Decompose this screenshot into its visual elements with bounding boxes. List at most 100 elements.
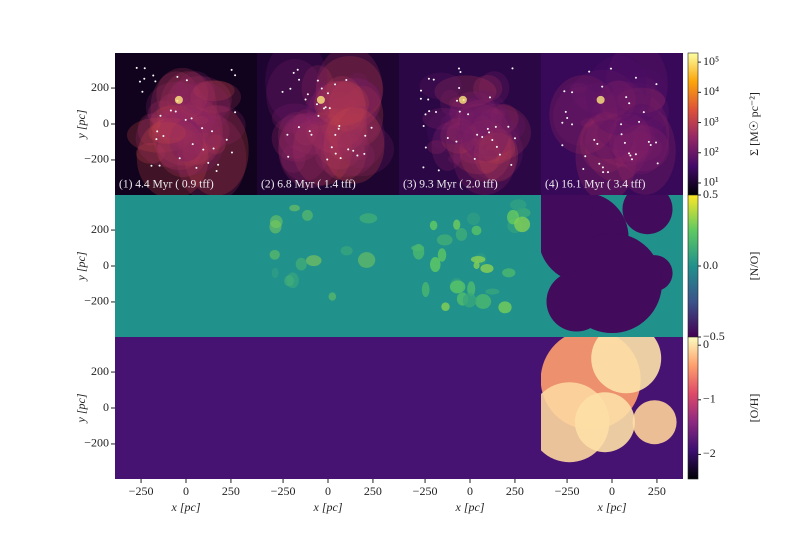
gas-structure — [183, 105, 249, 195]
star — [435, 111, 438, 114]
star — [428, 110, 431, 113]
y-tick-label: 200 — [91, 80, 109, 94]
star — [602, 171, 605, 174]
enriched-blob — [429, 220, 438, 231]
background — [115, 195, 257, 337]
gas-structure — [592, 111, 655, 167]
gas-structure — [623, 69, 667, 118]
gas-structure — [584, 107, 649, 182]
gas-structure — [613, 124, 670, 172]
gas-structure — [156, 93, 187, 137]
star — [476, 133, 479, 136]
background — [541, 53, 683, 195]
panel-image — [541, 53, 683, 195]
y-axis-label: y [pc] — [74, 393, 88, 423]
star — [234, 111, 237, 114]
enriched-blob — [502, 268, 516, 278]
gas-structure — [135, 142, 166, 164]
star — [310, 133, 313, 136]
star — [296, 68, 299, 71]
star — [481, 136, 484, 139]
panel-image — [115, 195, 257, 337]
enriched-blob — [359, 213, 378, 224]
gas-structure — [265, 53, 328, 125]
star — [488, 96, 491, 99]
gas-structure — [590, 94, 638, 149]
star — [190, 117, 193, 120]
core — [316, 95, 325, 104]
gas-structure — [336, 105, 385, 169]
gas-structure — [149, 105, 199, 141]
gas-structure — [166, 76, 232, 124]
star — [143, 77, 146, 80]
colorbar-tick-label: 0 — [703, 337, 709, 351]
x-tick-label: 0 — [467, 484, 473, 498]
x-tick-label: −250 — [271, 484, 296, 498]
gas-structure — [189, 144, 203, 163]
x-tick-label: 250 — [222, 484, 240, 498]
enriched-blob — [470, 255, 486, 263]
core — [596, 95, 605, 104]
star — [620, 133, 623, 136]
colorbar-label: [N/O] — [747, 252, 761, 281]
star — [420, 89, 423, 92]
gas-structure — [580, 113, 631, 173]
x-tick-label: −250 — [413, 484, 438, 498]
enriched-bubble — [591, 337, 662, 394]
star — [598, 162, 601, 165]
star — [330, 146, 333, 149]
enriched-bubble — [574, 392, 635, 453]
star — [324, 106, 327, 109]
star — [620, 123, 623, 126]
star — [656, 162, 659, 165]
gas-structure — [444, 97, 498, 161]
x-axis-label: x [pc] — [597, 500, 627, 514]
gas-structure — [320, 131, 366, 181]
y-tick-label: 0 — [103, 400, 109, 414]
gas-structure — [457, 99, 502, 142]
star — [150, 164, 153, 167]
y-tick-label: 200 — [91, 222, 109, 236]
gas-structure — [571, 69, 635, 116]
star — [629, 154, 632, 157]
star — [649, 143, 652, 146]
star — [495, 145, 498, 148]
star — [596, 142, 599, 145]
gas-structure — [156, 67, 209, 121]
gas-structure — [434, 124, 475, 145]
star — [306, 93, 309, 96]
star — [494, 125, 497, 128]
gas-structure — [206, 134, 226, 155]
x-axis-label: x [pc] — [455, 500, 485, 514]
gas-structure — [605, 53, 668, 127]
enriched-blob — [473, 261, 480, 270]
star — [609, 67, 612, 70]
gas-structure — [316, 55, 384, 124]
gas-structure — [137, 113, 164, 146]
gas-structure — [315, 135, 375, 177]
star — [176, 75, 179, 78]
gas-structure — [467, 122, 490, 153]
gas-structure — [613, 94, 670, 174]
gas-structure — [266, 58, 324, 131]
star — [628, 102, 631, 105]
gas-structure — [306, 108, 367, 154]
gas-structure — [478, 139, 492, 148]
colorbar — [687, 194, 699, 338]
y-tick-label: −200 — [84, 294, 109, 308]
gas-structure — [478, 71, 510, 105]
depleted-bubble — [622, 195, 673, 235]
panel-label: (2) 6.8 Myr ( 1.4 tff) — [261, 179, 356, 191]
star — [642, 111, 645, 114]
gas-structure — [194, 143, 211, 156]
star — [316, 79, 319, 82]
gas-structure — [278, 112, 343, 189]
gas-structure — [453, 121, 517, 195]
gas-structure — [321, 109, 379, 146]
star — [571, 91, 574, 94]
star — [202, 148, 205, 151]
star — [510, 163, 513, 166]
star — [315, 103, 318, 106]
gas-structure — [177, 115, 247, 195]
